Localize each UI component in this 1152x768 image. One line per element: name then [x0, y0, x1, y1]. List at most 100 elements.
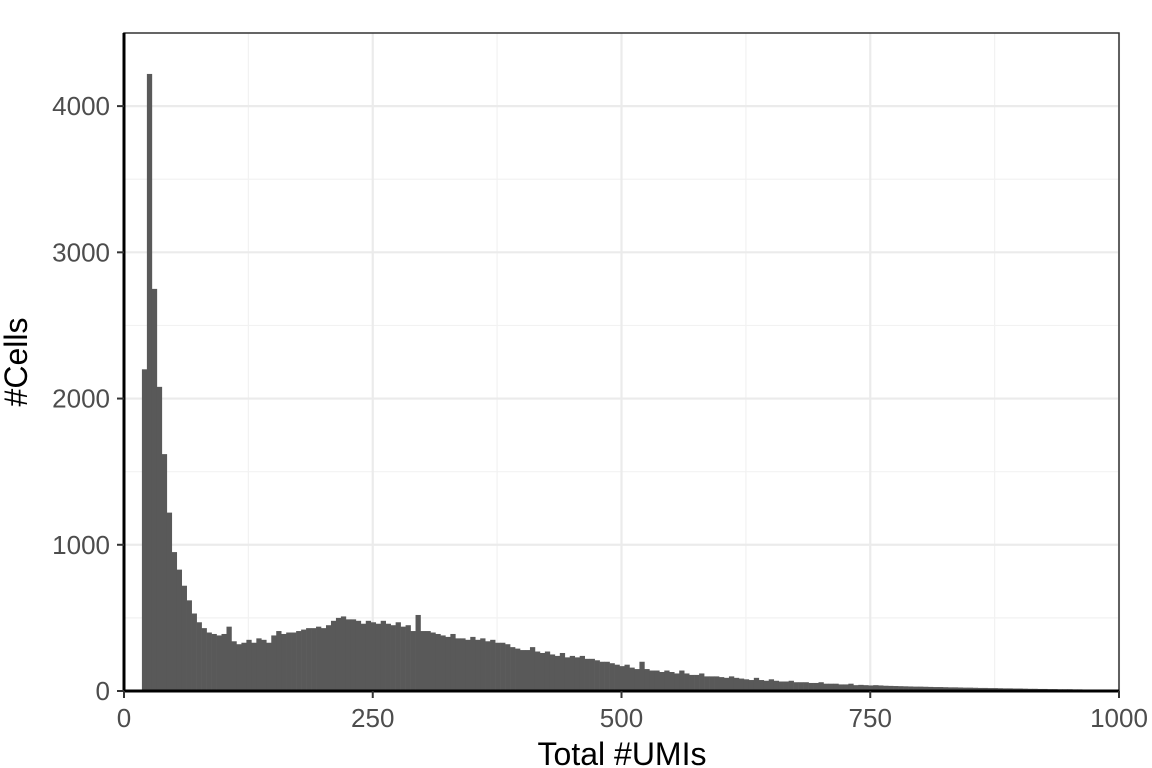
histogram-bar [922, 686, 929, 691]
histogram-bar [594, 660, 600, 691]
histogram-bar [937, 687, 944, 691]
histogram-bar [584, 658, 590, 691]
histogram-bar [868, 685, 874, 691]
histogram-bar [529, 647, 536, 691]
histogram-bar [266, 642, 272, 691]
histogram-bar [723, 677, 730, 691]
histogram-bar [520, 650, 526, 691]
x-tick-label: 500 [600, 703, 643, 733]
histogram-bar [241, 642, 247, 691]
histogram-bar [495, 642, 501, 691]
x-axis-title: Total #UMIs [538, 736, 707, 768]
histogram-bar [256, 638, 262, 691]
histogram-bar [649, 670, 655, 691]
histogram-bar [982, 687, 988, 691]
histogram-bar [445, 636, 451, 691]
histogram-bar [141, 369, 148, 691]
histogram-bar [425, 631, 431, 691]
histogram-bar [505, 644, 511, 691]
histogram-bar [803, 682, 809, 691]
histogram-bar [783, 681, 789, 691]
histogram-bar [609, 663, 615, 691]
histogram-bar [236, 644, 242, 691]
histogram-bar [763, 680, 770, 691]
histogram-bar [350, 619, 357, 691]
histogram-bar [604, 661, 610, 691]
histogram-bar [146, 73, 153, 692]
histogram-bar [624, 664, 630, 691]
histogram-bar [838, 684, 844, 691]
histogram-bar [355, 620, 362, 691]
histogram-bar [161, 454, 168, 691]
histogram-bar [853, 685, 859, 691]
histogram-bar [301, 629, 307, 691]
histogram-bar [460, 638, 466, 691]
histogram-bar [883, 685, 889, 691]
histogram-bar [455, 638, 461, 691]
histogram-bar [664, 670, 670, 691]
histogram-bar [863, 685, 869, 691]
histogram-bar [515, 648, 521, 691]
histogram-bar [654, 670, 660, 691]
histogram-bar [748, 680, 755, 691]
histogram-bar [335, 617, 342, 691]
histogram-bar [539, 652, 546, 691]
histogram-bar [972, 687, 979, 691]
histogram-bar [330, 620, 337, 691]
histogram-bar [913, 686, 919, 691]
histogram-bar [321, 628, 327, 691]
histogram-bar [415, 614, 421, 691]
histogram-bar [684, 673, 690, 691]
histogram-bar [181, 585, 187, 691]
histogram-bar [828, 683, 834, 691]
y-axis-title: #Cells [0, 318, 34, 407]
histogram-bar [629, 667, 635, 691]
x-tick-label: 0 [117, 703, 131, 733]
histogram-bar [360, 623, 367, 691]
y-tick-label: 3000 [52, 237, 110, 267]
histogram-bar [465, 639, 471, 691]
histogram-bar [977, 687, 983, 691]
histogram-bar [171, 552, 178, 691]
histogram-bar [833, 683, 839, 691]
histogram-bar [276, 631, 282, 691]
histogram-bar [524, 650, 531, 691]
histogram-bar [738, 678, 745, 691]
histogram-bar [798, 682, 804, 691]
histogram-bar [823, 683, 829, 691]
histogram-bar [574, 657, 581, 691]
histogram-bar [579, 655, 585, 691]
histogram-bar [281, 633, 287, 691]
histogram-bar [808, 682, 814, 691]
histogram-bar [788, 680, 794, 691]
histogram-bar [714, 676, 720, 691]
histogram-bar [286, 632, 292, 691]
histogram-bar [206, 632, 212, 691]
histogram-bar [510, 647, 516, 691]
histogram-bar [733, 677, 740, 691]
histogram-bar [639, 661, 645, 691]
histogram-bar [952, 687, 959, 691]
histogram-bar [271, 635, 277, 691]
histogram-bar [450, 633, 456, 691]
histogram-bar [644, 669, 650, 691]
histogram-bar [728, 676, 735, 691]
histogram-bar [773, 680, 780, 691]
histogram-bar [858, 684, 864, 691]
histogram-bar [340, 616, 347, 691]
histogram-bar [932, 687, 939, 691]
histogram-bar [201, 628, 207, 691]
histogram-bar [316, 626, 322, 691]
histogram-bar [813, 682, 819, 691]
histogram-bar [559, 652, 566, 691]
histogram-bar [942, 687, 949, 691]
histogram-bar [306, 628, 312, 691]
histogram-bar [614, 664, 620, 691]
histogram-bar [470, 636, 476, 691]
histogram-bar [704, 676, 710, 691]
y-axis-ticks: 0 1000 2000 3000 4000 [52, 91, 124, 706]
histogram-bar [405, 625, 411, 691]
x-tick-label: 750 [849, 703, 892, 733]
histogram-bar [599, 661, 605, 691]
